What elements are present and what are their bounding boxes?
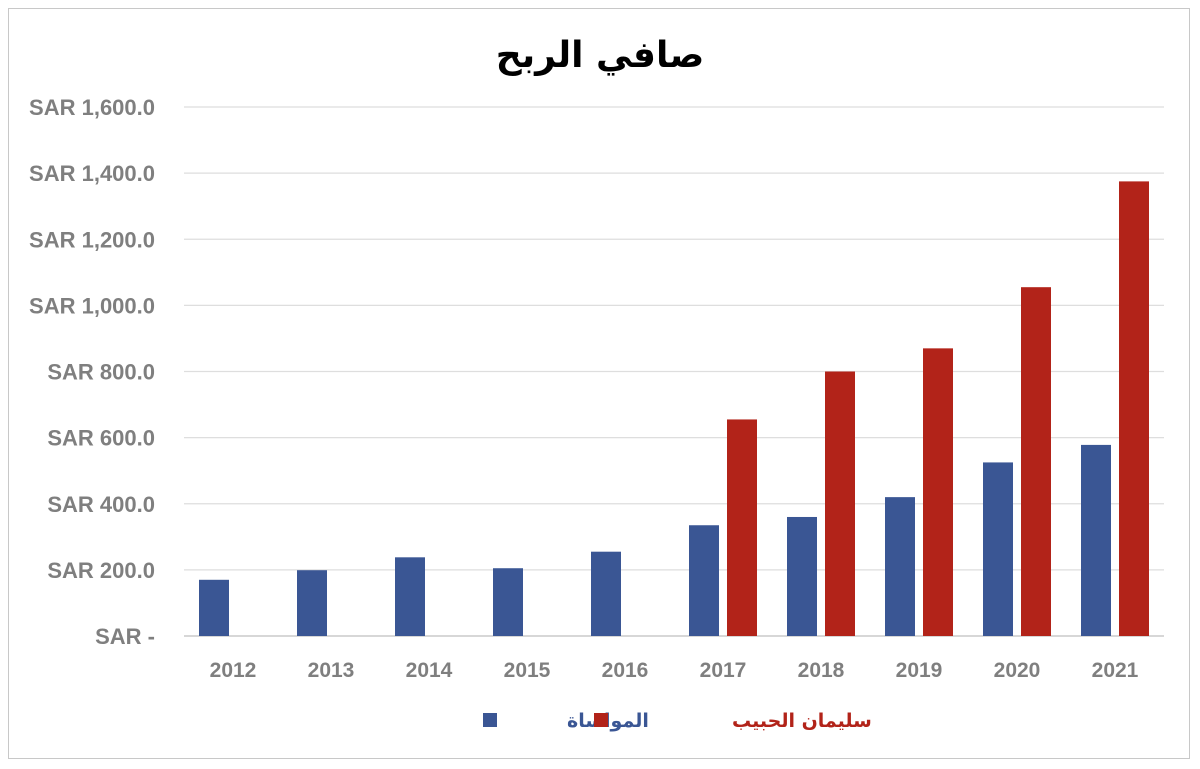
bar-mouwasat-2018 (787, 516, 817, 636)
x-tick-label: 2012 (210, 659, 257, 682)
bar-mouwasat-2021 (1081, 444, 1111, 636)
y-tick-label: SAR 1,600.0 (29, 95, 155, 120)
legend: المواساةسليمان الحبيب (483, 710, 872, 732)
gridlines (184, 106, 1164, 637)
y-tick-label: SAR 600.0 (47, 426, 155, 451)
bar-habib-2020 (1021, 287, 1051, 636)
y-tick-label: SAR 1,200.0 (29, 227, 155, 252)
legend-swatch-mouwasat (483, 713, 497, 727)
chart-title: صافي الربح (496, 35, 705, 76)
bar-mouwasat-2019 (885, 497, 915, 636)
y-tick-label: SAR 800.0 (47, 360, 155, 385)
x-axis-ticks: 2012 2013 2014 2015 2016 2017 2018 2019 2020 2021 (210, 659, 1139, 682)
y-tick-label: SAR 1,400.0 (29, 161, 155, 186)
x-tick-label: 2021 (1092, 659, 1139, 682)
bar-habib-2021 (1119, 181, 1149, 636)
x-tick-label: 2017 (700, 659, 747, 682)
bar-mouwasat-2015 (493, 568, 523, 636)
bar-habib-2018 (825, 371, 855, 636)
y-axis-ticks: SAR - SAR 200.0 SAR 400.0 SAR 600.0 SAR 800.… (29, 95, 155, 649)
legend-label-habib: سليمان الحبيب (732, 710, 872, 732)
bar-mouwasat-2013 (297, 570, 327, 636)
legend-swatch-habib (594, 713, 608, 727)
x-tick-label: 2014 (406, 659, 453, 682)
x-tick-label: 2013 (308, 659, 355, 682)
bar-mouwasat-2012 (199, 579, 229, 636)
x-tick-label: 2016 (602, 659, 649, 682)
bar-mouwasat-2017 (689, 525, 719, 636)
y-tick-label: SAR 400.0 (47, 492, 155, 517)
y-tick-label: SAR - (95, 624, 155, 649)
bar-mouwasat-2014 (395, 557, 425, 636)
y-tick-label: SAR 1,000.0 (29, 293, 155, 318)
bar-habib-2019 (923, 348, 953, 636)
x-tick-label: 2018 (798, 659, 845, 682)
chart-frame: صافي الربح SAR - SAR 200.0 SAR 400.0 SAR 60… (8, 8, 1190, 759)
bar-mouwasat-2016 (591, 551, 621, 636)
x-tick-label: 2019 (896, 659, 943, 682)
x-tick-label: 2015 (504, 659, 551, 682)
bar-habib-2017 (727, 419, 757, 636)
y-tick-label: SAR 200.0 (47, 558, 155, 583)
bars (199, 181, 1149, 636)
bar-chart: صافي الربح SAR - SAR 200.0 SAR 400.0 SAR 60… (29, 35, 1164, 732)
bar-mouwasat-2020 (983, 462, 1013, 636)
x-tick-label: 2020 (994, 659, 1041, 682)
